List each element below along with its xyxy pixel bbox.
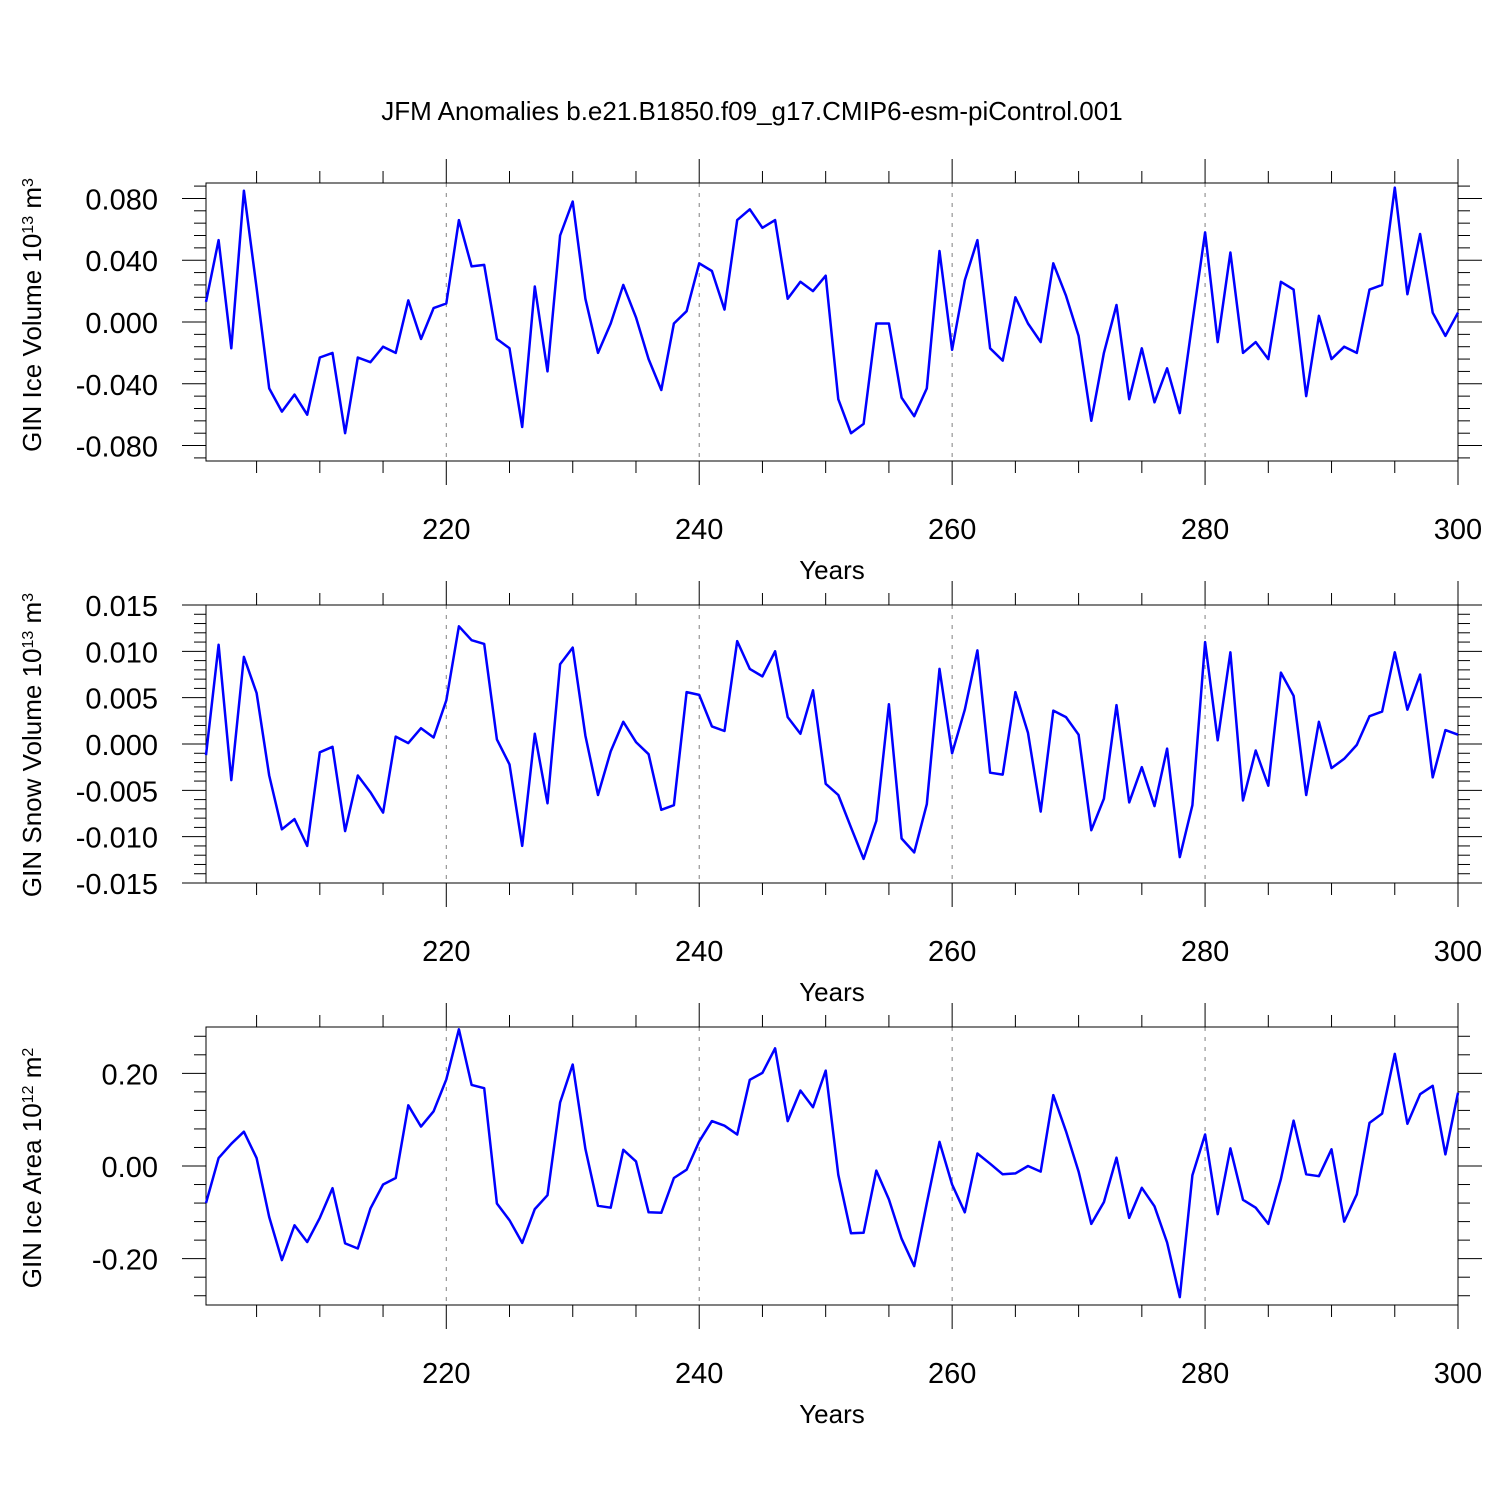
y-tick-label: -0.20 — [92, 1245, 158, 1277]
x-tick-label: 260 — [928, 936, 976, 968]
y-tick-label: 0.005 — [85, 684, 158, 716]
series-line — [204, 186, 1460, 435]
y-tick-label: -0.010 — [76, 823, 158, 855]
snow-volume-panel: 0.015 0.010 0.005 0.000 -0.005 -0.010 -0.015 22… — [17, 581, 1482, 1007]
x-tick-label: 220 — [422, 514, 470, 546]
x-tick-label: 280 — [1181, 1358, 1229, 1390]
y-tick-label: 0.00 — [102, 1152, 158, 1184]
y-tick-label: 0.010 — [85, 637, 158, 669]
x-tick-label: 280 — [1181, 514, 1229, 546]
x-tick-label: 240 — [675, 514, 723, 546]
x-tick-label: 240 — [675, 1358, 723, 1390]
y-tick-label: -0.080 — [76, 432, 158, 464]
x-tick-label: 220 — [422, 936, 470, 968]
y-tick-label: -0.005 — [76, 776, 158, 808]
y-axis-label: GIN Snow Volume 1013 m3 — [17, 593, 47, 897]
y-tick-label: -0.040 — [76, 370, 158, 402]
plot-frame — [205, 1026, 1459, 1306]
x-tick-label: 300 — [1434, 936, 1482, 968]
y-tick-label: 0.20 — [102, 1059, 158, 1091]
y-tick-label: 0.040 — [85, 246, 158, 278]
x-axis-label: Years — [799, 977, 865, 1007]
y-tick-label: 0.000 — [85, 730, 158, 762]
y-tick-label: -0.015 — [76, 869, 158, 901]
x-tick-label: 300 — [1434, 1358, 1482, 1390]
ice-area-panel: 0.20 0.00 -0.20 220 240 260 280 300 Years GIN Ice… — [17, 1003, 1482, 1429]
y-tick-label: 0.080 — [85, 184, 158, 216]
series-line — [204, 625, 1459, 861]
x-tick-label: 280 — [1181, 936, 1229, 968]
y-axis-label: GIN Ice Area 1012 m2 — [17, 1048, 47, 1289]
series-line — [204, 1028, 1460, 1299]
ice-volume-panel: 0.080 0.040 0.000 -0.040 -0.080 220 240 260 280 3… — [17, 159, 1482, 585]
x-tick-label: 260 — [928, 1358, 976, 1390]
x-axis-label: Years — [799, 555, 865, 585]
figure-title: JFM Anomalies b.e21.B1850.f09_g17.CMIP6-… — [381, 96, 1122, 126]
x-tick-label: 260 — [928, 514, 976, 546]
x-tick-label: 300 — [1434, 514, 1482, 546]
x-tick-label: 240 — [675, 936, 723, 968]
y-tick-label: 0.000 — [85, 308, 158, 340]
x-tick-label: 220 — [422, 1358, 470, 1390]
plot-frame — [205, 182, 1459, 462]
y-tick-label: 0.015 — [85, 591, 158, 623]
y-axis-label: GIN Ice Volume 1013 m3 — [17, 178, 47, 452]
x-axis-label: Years — [799, 1399, 865, 1429]
